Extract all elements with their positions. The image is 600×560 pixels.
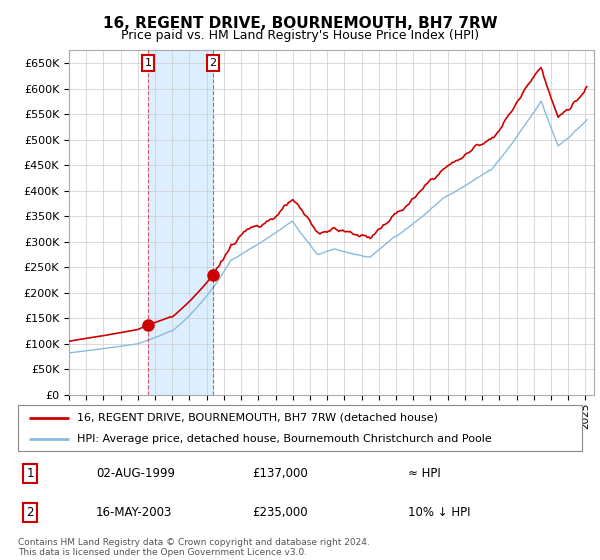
Text: ≈ HPI: ≈ HPI xyxy=(408,466,441,480)
Text: £235,000: £235,000 xyxy=(252,506,308,519)
Text: £137,000: £137,000 xyxy=(252,466,308,480)
Bar xyxy=(148,50,213,395)
Text: 2: 2 xyxy=(209,58,217,68)
FancyBboxPatch shape xyxy=(18,405,582,451)
Text: 02-AUG-1999: 02-AUG-1999 xyxy=(96,466,175,480)
Text: Contains HM Land Registry data © Crown copyright and database right 2024.
This d: Contains HM Land Registry data © Crown c… xyxy=(18,538,370,557)
Text: 10% ↓ HPI: 10% ↓ HPI xyxy=(408,506,470,519)
Text: HPI: Average price, detached house, Bournemouth Christchurch and Poole: HPI: Average price, detached house, Bour… xyxy=(77,435,492,444)
Text: 1: 1 xyxy=(145,58,151,68)
Text: 16-MAY-2003: 16-MAY-2003 xyxy=(96,506,172,519)
Text: 2: 2 xyxy=(26,506,34,519)
Text: 16, REGENT DRIVE, BOURNEMOUTH, BH7 7RW (detached house): 16, REGENT DRIVE, BOURNEMOUTH, BH7 7RW (… xyxy=(77,413,438,423)
Text: 16, REGENT DRIVE, BOURNEMOUTH, BH7 7RW: 16, REGENT DRIVE, BOURNEMOUTH, BH7 7RW xyxy=(103,16,497,31)
Text: Price paid vs. HM Land Registry's House Price Index (HPI): Price paid vs. HM Land Registry's House … xyxy=(121,29,479,42)
Text: 1: 1 xyxy=(26,466,34,480)
